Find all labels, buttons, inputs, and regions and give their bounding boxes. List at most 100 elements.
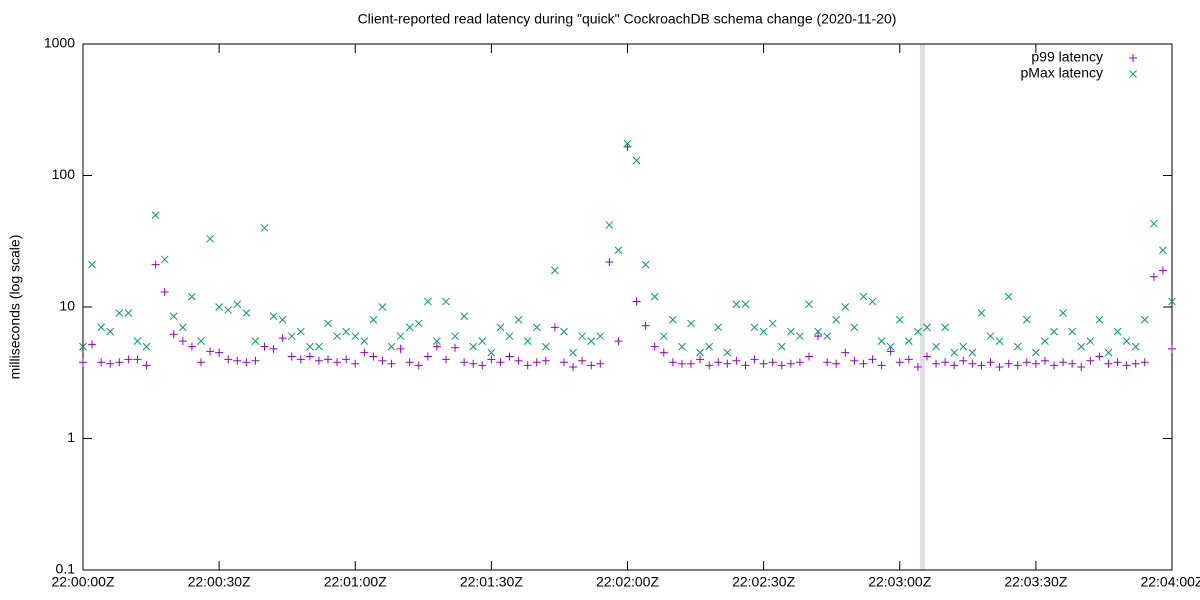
x-tick-label: 22:00:00Z bbox=[51, 574, 114, 590]
point bbox=[1059, 358, 1068, 367]
point bbox=[913, 362, 922, 371]
point bbox=[814, 327, 822, 336]
point bbox=[741, 300, 750, 309]
point bbox=[750, 355, 759, 364]
point bbox=[197, 337, 205, 345]
point bbox=[196, 358, 205, 367]
x-tick-label: 22:04:00Z bbox=[1140, 574, 1200, 590]
point bbox=[360, 348, 369, 357]
x-tick-label: 22:03:00Z bbox=[868, 574, 931, 590]
point bbox=[1077, 342, 1086, 351]
point bbox=[986, 358, 995, 367]
point bbox=[224, 306, 233, 314]
y-tick-label: 10 bbox=[59, 298, 75, 314]
point bbox=[396, 344, 405, 353]
point bbox=[1022, 315, 1031, 324]
point bbox=[941, 323, 949, 332]
point bbox=[269, 312, 278, 321]
point bbox=[233, 356, 242, 365]
point bbox=[1122, 361, 1131, 370]
point bbox=[478, 337, 487, 345]
point bbox=[460, 312, 469, 321]
point bbox=[886, 342, 895, 351]
point bbox=[723, 359, 732, 368]
point bbox=[868, 297, 877, 306]
point bbox=[333, 358, 342, 367]
point bbox=[378, 356, 387, 365]
x-tick-label: 22:02:00Z bbox=[596, 574, 659, 590]
point bbox=[414, 319, 423, 328]
point bbox=[151, 260, 160, 269]
point bbox=[1032, 348, 1040, 357]
point bbox=[850, 323, 859, 332]
point bbox=[269, 344, 278, 353]
point bbox=[796, 332, 804, 341]
point bbox=[451, 332, 459, 341]
point bbox=[79, 342, 87, 351]
y-tick-label: 1000 bbox=[44, 35, 75, 51]
point bbox=[378, 303, 387, 311]
point bbox=[369, 315, 378, 324]
point bbox=[641, 260, 650, 269]
point bbox=[641, 321, 650, 330]
point bbox=[1095, 352, 1104, 361]
x-tick-label: 22:02:30Z bbox=[732, 574, 795, 590]
point bbox=[850, 356, 859, 365]
point bbox=[442, 355, 450, 364]
point bbox=[433, 337, 441, 345]
point bbox=[215, 348, 224, 357]
point bbox=[387, 342, 396, 351]
point bbox=[523, 337, 532, 345]
point bbox=[79, 358, 87, 367]
point bbox=[315, 342, 323, 351]
point bbox=[1168, 344, 1176, 353]
point bbox=[1140, 315, 1149, 324]
point bbox=[1050, 361, 1059, 370]
point bbox=[306, 342, 314, 351]
point bbox=[569, 362, 578, 371]
point bbox=[977, 309, 986, 317]
point bbox=[88, 340, 97, 349]
point bbox=[569, 348, 577, 357]
point bbox=[97, 358, 106, 367]
point bbox=[777, 361, 786, 370]
point bbox=[142, 342, 151, 351]
point bbox=[405, 358, 414, 367]
point bbox=[115, 309, 124, 317]
point bbox=[904, 355, 913, 364]
point bbox=[296, 355, 305, 364]
point bbox=[514, 356, 523, 365]
point bbox=[823, 332, 832, 341]
point bbox=[723, 348, 732, 357]
point bbox=[914, 327, 922, 336]
point bbox=[287, 352, 296, 361]
point bbox=[559, 358, 568, 367]
point bbox=[305, 352, 314, 361]
point bbox=[841, 348, 850, 357]
point bbox=[242, 309, 251, 317]
x-tick-label: 22:01:30Z bbox=[460, 574, 523, 590]
point bbox=[206, 347, 215, 356]
point bbox=[759, 359, 768, 368]
point bbox=[88, 260, 96, 269]
point bbox=[1104, 348, 1113, 357]
point bbox=[541, 342, 550, 351]
legend-label: p99 latency bbox=[1031, 49, 1103, 65]
point bbox=[106, 327, 115, 336]
y-tick-label: 0.1 bbox=[56, 561, 76, 577]
point bbox=[251, 356, 260, 365]
point bbox=[786, 327, 795, 336]
point bbox=[687, 319, 695, 328]
point bbox=[287, 332, 296, 341]
point bbox=[278, 334, 287, 343]
point bbox=[668, 358, 677, 367]
point bbox=[423, 352, 432, 361]
point bbox=[532, 358, 541, 367]
point bbox=[895, 315, 904, 324]
point bbox=[959, 356, 968, 365]
point bbox=[832, 359, 841, 368]
point bbox=[859, 292, 868, 301]
y-tick-label: 1 bbox=[67, 429, 75, 445]
point bbox=[1131, 359, 1140, 368]
